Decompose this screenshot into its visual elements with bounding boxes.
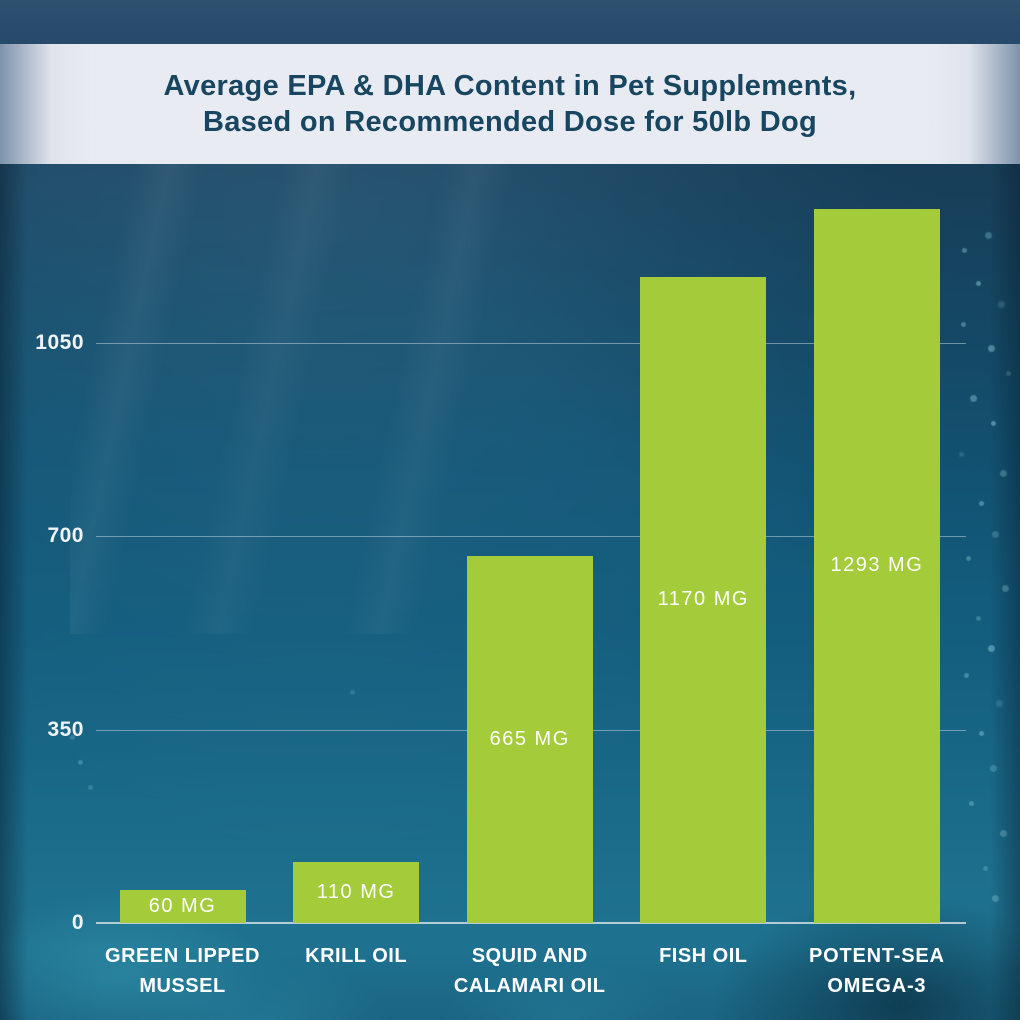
top-border-band — [0, 0, 1020, 44]
bar-value-label-potent-sea-omega-3: 1293 MG — [830, 554, 924, 577]
bar-squid-and-calamari-oil: 665 MG — [466, 555, 593, 923]
bar-green-lipped-mussel: 60 MG — [119, 889, 246, 923]
y-tick-label-1050: 1050 — [35, 331, 84, 354]
category-label-green-lipped-mussel: GREEN LIPPED MUSSEL — [105, 945, 260, 997]
chart-title-line2: Based on Recommended Dose for 50lb Dog — [202, 106, 818, 138]
left-vignette — [0, 0, 28, 1020]
bar-value-label-green-lipped-mussel: 60 MG — [148, 894, 217, 917]
y-tick-label-700: 700 — [47, 524, 84, 548]
bar-potent-sea-omega-3: 1293 MG — [813, 208, 940, 923]
y-tick-label-0: 0 — [71, 911, 84, 934]
bar-fish-oil: 1170 MG — [640, 276, 767, 923]
bar-krill-oil: 110 MG — [293, 862, 420, 923]
coral-glow — [430, 955, 700, 1020]
category-label-squid-and-calamari-oil: SQUID AND CALAMARI OIL — [453, 945, 606, 997]
x-axis-line — [96, 922, 966, 924]
title-banner: Average EPA & DHA Content in Pet Supplem… — [0, 44, 1020, 164]
bar-value-label-krill-oil: 110 MG — [316, 881, 396, 904]
category-label-potent-sea-omega-3: POTENT-SEA OMEGA-3 — [808, 945, 945, 997]
gridline-1050 — [96, 343, 966, 344]
right-vignette — [990, 0, 1020, 1020]
bar-value-label-squid-and-calamari-oil: 665 MG — [489, 727, 570, 750]
chart-title-line1: Average EPA & DHA Content in Pet Supplem… — [163, 70, 857, 102]
y-tick-label-350: 350 — [47, 717, 84, 741]
coral-glow — [120, 950, 400, 1020]
gridline-700 — [96, 536, 966, 538]
category-label-krill-oil: KRILL OIL — [305, 945, 408, 967]
category-label-fish-oil: FISH OIL — [659, 945, 748, 967]
chart-title: Average EPA & DHA Content in Pet Supplem… — [164, 68, 857, 140]
bar-value-label-fish-oil: 1170 MG — [657, 588, 749, 611]
